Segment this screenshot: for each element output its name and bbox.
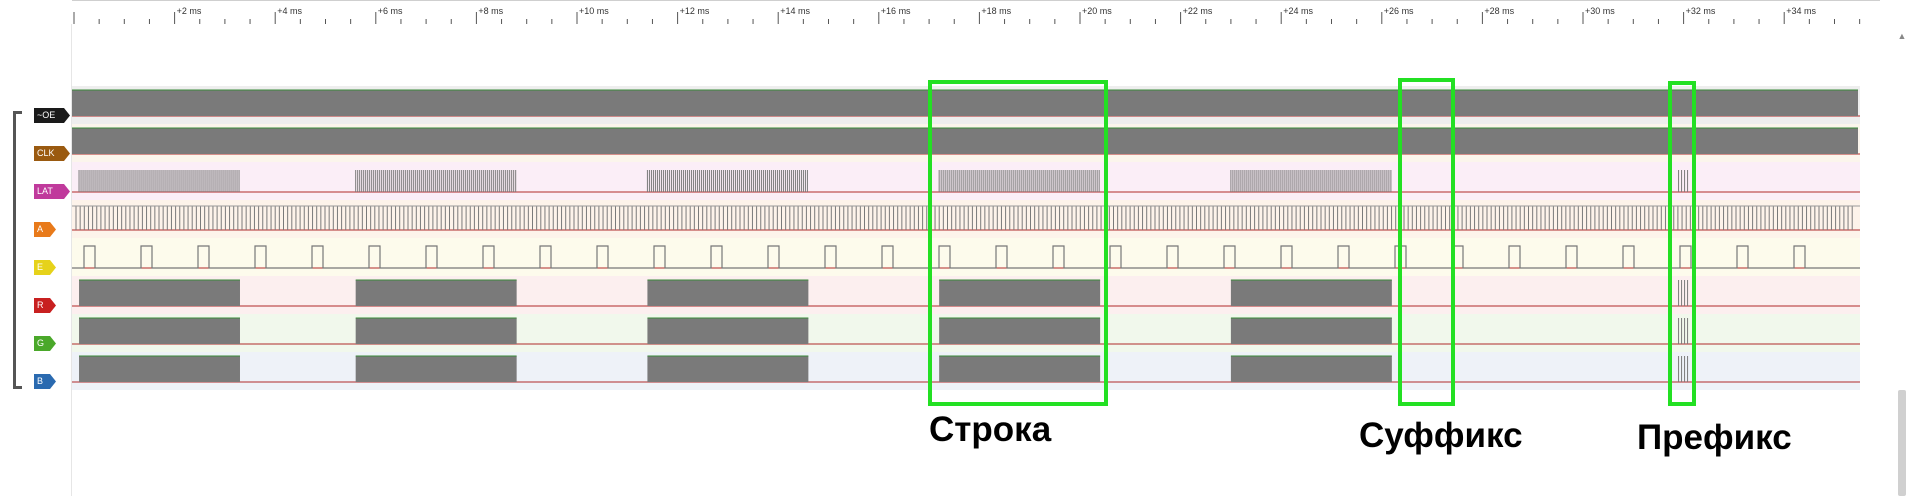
signal-burst: [939, 317, 1101, 344]
signal-burst: [1230, 170, 1392, 192]
channel-label-oe[interactable]: ~OE: [34, 108, 70, 123]
dense-signal-block: [72, 128, 1858, 154]
ruler-tick-label: +30 ms: [1585, 6, 1615, 16]
signal-burst: [939, 355, 1101, 382]
ruler-tick-label: +34 ms: [1786, 6, 1816, 16]
scroll-up-arrow-icon[interactable]: ▲: [1897, 31, 1907, 41]
dense-signal-block: [72, 90, 1858, 116]
time-ruler[interactable]: +2 ms +4 ms +6 ms +8 ms +10 ms +12 ms +14 ms +1…: [0, 0, 1880, 26]
signal-burst: [1678, 356, 1689, 382]
signal-burst: [78, 170, 240, 192]
ruler-tick-label: +4 ms: [277, 6, 302, 16]
channel-label-b[interactable]: B: [34, 374, 56, 389]
signal-burst: [647, 317, 809, 344]
signal-burst: [79, 279, 240, 306]
highlight-box: [1398, 78, 1455, 406]
signal-burst: [939, 279, 1101, 306]
channel-label-lat[interactable]: LAT: [34, 184, 70, 199]
signal-burst: [1230, 355, 1392, 382]
channel-label-clk[interactable]: CLK: [34, 146, 70, 161]
channel-label-a[interactable]: A: [34, 222, 56, 237]
signal-burst: [647, 279, 809, 306]
highlight-annotation: Строка: [929, 410, 1052, 449]
highlight-box: [928, 80, 1108, 406]
signal-burst: [646, 170, 808, 192]
highlight-annotation: Префикс: [1637, 418, 1792, 457]
ruler-tick-label: +16 ms: [881, 6, 911, 16]
signal-pulse-train: [72, 205, 1860, 230]
signal-burst: [1678, 318, 1689, 344]
ruler-tick-label: +20 ms: [1082, 6, 1112, 16]
highlight-annotation: Суффикс: [1359, 416, 1523, 455]
vertical-scrollbar[interactable]: ▲: [1896, 30, 1908, 496]
ruler-ticks: +2 ms +4 ms +6 ms +8 ms +10 ms +12 ms +14 ms +1…: [73, 6, 1861, 24]
ruler-tick-label: +18 ms: [981, 6, 1011, 16]
signal-burst: [355, 317, 517, 344]
signal-burst: [355, 279, 517, 306]
signal-burst: [1230, 317, 1392, 344]
ruler-tick-label: +32 ms: [1686, 6, 1716, 16]
highlight-box: [1668, 81, 1696, 406]
signal-burst: [1678, 280, 1689, 306]
ruler-tick-label: +24 ms: [1283, 6, 1313, 16]
signal-burst: [938, 170, 1100, 192]
signal-burst: [647, 355, 809, 382]
ruler-tick-label: +12 ms: [680, 6, 710, 16]
ruler-tick-label: +10 ms: [579, 6, 609, 16]
signal-burst: [79, 355, 240, 382]
channel-label-g[interactable]: G: [34, 336, 56, 351]
channel-gutter: [0, 0, 72, 496]
ruler-tick-label: +8 ms: [478, 6, 503, 16]
signal-square-wave: [72, 245, 1860, 269]
signal-burst: [1230, 279, 1392, 306]
signal-burst: [1678, 170, 1689, 192]
waveform-area[interactable]: [0, 0, 1880, 420]
signal-burst: [79, 317, 240, 344]
signal-burst: [355, 170, 517, 192]
ruler-tick-label: +26 ms: [1384, 6, 1414, 16]
channel-label-e[interactable]: E: [34, 260, 56, 275]
lane-e[interactable]: [72, 238, 1860, 276]
channel-group-bracket[interactable]: [13, 111, 22, 389]
scrollbar-thumb[interactable]: [1898, 390, 1906, 496]
ruler-top-line: [72, 0, 1880, 1]
ruler-tick-label: +6 ms: [378, 6, 403, 16]
ruler-tick-label: +2 ms: [177, 6, 202, 16]
ruler-tick-label: +22 ms: [1183, 6, 1213, 16]
channel-label-r[interactable]: R: [34, 298, 56, 313]
signal-burst: [355, 355, 517, 382]
ruler-tick-label: +14 ms: [780, 6, 810, 16]
ruler-tick-label: +28 ms: [1484, 6, 1514, 16]
gutter-divider: [71, 24, 72, 496]
